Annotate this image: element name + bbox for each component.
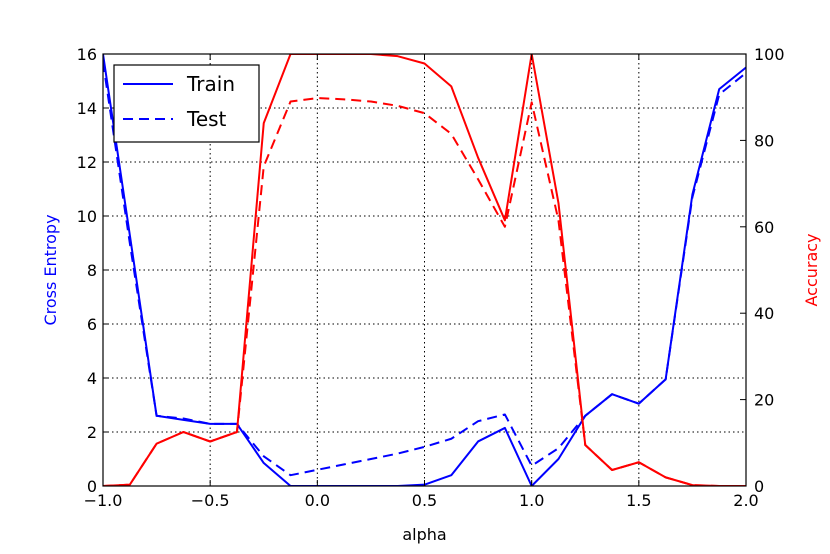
x-axis-title: alpha: [402, 525, 446, 544]
legend-box: [113, 64, 260, 143]
y-tick-label-left: 8: [87, 261, 97, 280]
y-tick-label-left: 16: [77, 45, 97, 64]
y-tick-label-right: 60: [754, 218, 774, 237]
y-tick-label-left: 0: [87, 477, 97, 496]
grid: [103, 54, 746, 486]
right-axis-title: Accuracy: [802, 233, 821, 306]
x-tick-label: 0.5: [412, 491, 437, 510]
y-tick-label-right: 0: [754, 477, 764, 496]
y-tick-label-left: 2: [87, 423, 97, 442]
y-tick-label-right: 40: [754, 304, 774, 323]
test-cross-entropy-line: [103, 61, 746, 477]
ticks: [102, 53, 747, 487]
x-tick-label: 0.0: [305, 491, 330, 510]
y-tick-label-right: 20: [754, 391, 774, 410]
tick-labels: −1.0 −0.5 0.0 0.5 1.0 1.5 2.002468101214160204…: [77, 45, 785, 510]
legend-test-label: Test: [186, 107, 227, 131]
legend: Train Test: [113, 64, 260, 143]
y-tick-label-right: 100: [754, 45, 785, 64]
x-tick-label: 2.0: [733, 491, 758, 510]
y-tick-label-left: 6: [87, 315, 97, 334]
y-tick-label-right: 80: [754, 131, 774, 150]
legend-train-label: Train: [186, 72, 235, 96]
left-axis-title: Cross Entropy: [41, 214, 60, 325]
test-accuracy-line: [103, 97, 746, 486]
x-tick-label: 1.5: [626, 491, 651, 510]
x-tick-label: 1.0: [519, 491, 544, 510]
y-tick-label-left: 4: [87, 369, 97, 388]
x-tick-label: −0.5: [191, 491, 230, 510]
x-tick-label: −1.0: [84, 491, 123, 510]
y-tick-label-left: 10: [77, 207, 97, 226]
y-tick-label-left: 14: [77, 99, 97, 118]
y-tick-label-left: 12: [77, 153, 97, 172]
